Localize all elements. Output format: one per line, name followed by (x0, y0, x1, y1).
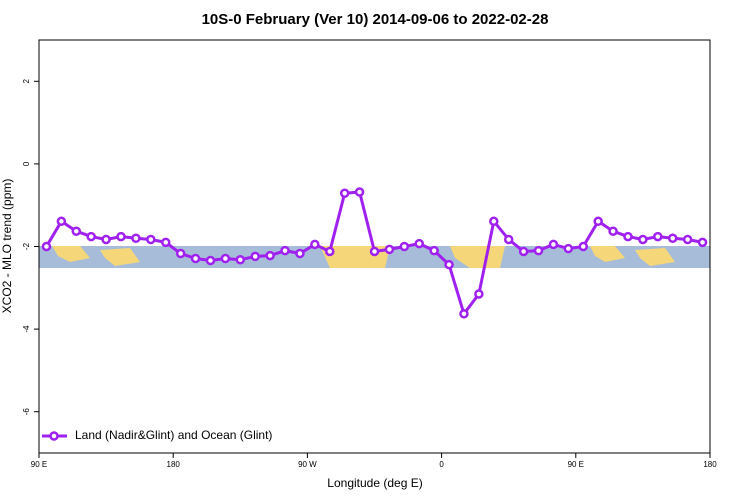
data-point (265, 250, 275, 261)
legend-marker (49, 431, 59, 441)
data-point (563, 243, 574, 254)
y-axis-label: XCO2 - MLO trend (ppm) (0, 179, 14, 314)
data-point (146, 234, 156, 245)
data-point (474, 289, 484, 299)
y-tick-label: 2 (22, 79, 31, 84)
data-point (325, 246, 335, 257)
y-tick-label: 0 (22, 161, 31, 166)
data-point (205, 255, 216, 266)
data-point (399, 241, 410, 252)
data-point (190, 253, 201, 264)
data-point (623, 231, 633, 242)
y-tick-label: -6 (22, 408, 31, 416)
data-point (414, 238, 424, 249)
chart-title: 10S-0 February (Ver 10) 2014-09-06 to 20… (202, 11, 549, 28)
x-tick-label: 180 (167, 460, 181, 469)
data-point (310, 239, 320, 250)
data-point (369, 246, 380, 257)
data-point (459, 309, 469, 319)
data-point (220, 253, 231, 264)
x-tick-label: 0 (439, 460, 444, 469)
legend-label: Land (Nadir&Glint) and Ocean (Glint) (75, 428, 272, 442)
data-point (518, 246, 529, 257)
data-point (638, 234, 648, 245)
data-point (56, 216, 67, 227)
data-point (41, 241, 52, 252)
data-point (578, 241, 589, 252)
data-point (354, 187, 365, 197)
data-point (667, 233, 678, 243)
data-point (116, 231, 126, 242)
data-point (503, 234, 514, 245)
data-point (384, 244, 395, 255)
data-point (101, 234, 111, 245)
x-tick-label: 90 W (298, 460, 317, 469)
y-tick-label: -2 (22, 242, 31, 250)
data-point (86, 231, 96, 242)
data-point (608, 226, 618, 236)
data-point (533, 245, 544, 256)
x-tick-label: 90 E (568, 460, 584, 469)
data-point (131, 233, 141, 243)
x-axis-label: Longitude (deg E) (327, 476, 422, 490)
x-tick-label: 180 (703, 460, 717, 469)
data-point (593, 216, 603, 227)
data-point (489, 216, 499, 227)
data-point (250, 251, 260, 262)
y-tick-label: -4 (22, 325, 31, 333)
data-point (71, 226, 82, 236)
data-point (160, 237, 171, 248)
data-point (175, 248, 186, 259)
data-point (682, 234, 693, 245)
data-point (339, 188, 350, 198)
x-tick-label: 90 E (31, 460, 47, 469)
data-point (280, 245, 290, 256)
data-point (653, 231, 663, 242)
data-point (444, 259, 454, 270)
data-point (429, 245, 439, 256)
data-point (235, 254, 246, 265)
data-point (697, 237, 708, 248)
data-point (295, 248, 305, 259)
data-point (548, 239, 559, 250)
